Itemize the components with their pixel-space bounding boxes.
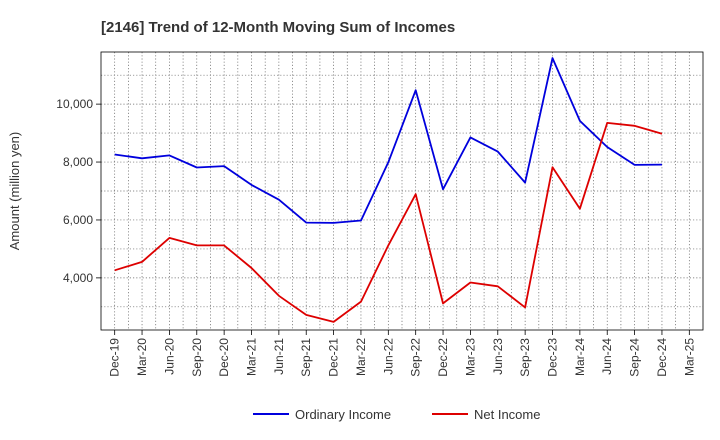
legend: Ordinary Income Net Income <box>253 407 540 422</box>
y-tick-label: 4,000 <box>63 271 93 285</box>
series-layer <box>114 57 663 323</box>
grid <box>101 52 703 330</box>
x-tick-label: Dec-24 <box>655 338 669 377</box>
x-tick-label: Jun-24 <box>600 338 614 375</box>
x-tick-label: Mar-25 <box>682 338 696 376</box>
axes: 4,000 6,000 8,000 10,000 Dec-19 Mar-20 Jun-20 S… <box>56 51 704 377</box>
x-tick-label: Dec-20 <box>217 338 231 377</box>
y-axis-label: Amount (million yen) <box>7 132 22 251</box>
chart-title: [2146] Trend of 12-Month Moving Sum of I… <box>101 19 455 36</box>
y-tick-label: 6,000 <box>63 213 93 227</box>
x-tick-label: Mar-20 <box>135 338 149 376</box>
plot-frame <box>100 51 704 331</box>
x-tick-label: Dec-19 <box>108 338 122 377</box>
x-tick-label: Sep-21 <box>299 338 313 377</box>
x-tick-label: Jun-21 <box>272 338 286 375</box>
x-tick-label: Dec-21 <box>327 338 341 377</box>
x-tick-label: Mar-24 <box>573 338 587 376</box>
x-tick-label: Dec-22 <box>436 338 450 377</box>
legend-label: Ordinary Income <box>295 407 391 422</box>
x-tick-label: Jun-20 <box>162 338 176 375</box>
x-tick-label: Mar-23 <box>463 338 477 376</box>
legend-label: Net Income <box>474 407 540 422</box>
x-tick-label: Jun-23 <box>491 338 505 375</box>
x-tick-label: Dec-23 <box>546 338 560 377</box>
x-tick-label: Sep-22 <box>409 338 423 377</box>
series-line-ordinary-income <box>114 57 663 224</box>
x-tick-label: Jun-22 <box>381 338 395 375</box>
x-tick-label: Mar-21 <box>245 338 259 376</box>
y-tick-label: 10,000 <box>56 97 93 111</box>
x-tick-label: Sep-20 <box>190 338 204 377</box>
x-tick-label: Mar-22 <box>354 338 368 376</box>
series-line-net-income <box>114 122 663 323</box>
y-tick-label: 8,000 <box>63 155 93 169</box>
x-tick-label: Sep-24 <box>628 338 642 377</box>
x-tick-label: Sep-23 <box>518 338 532 377</box>
